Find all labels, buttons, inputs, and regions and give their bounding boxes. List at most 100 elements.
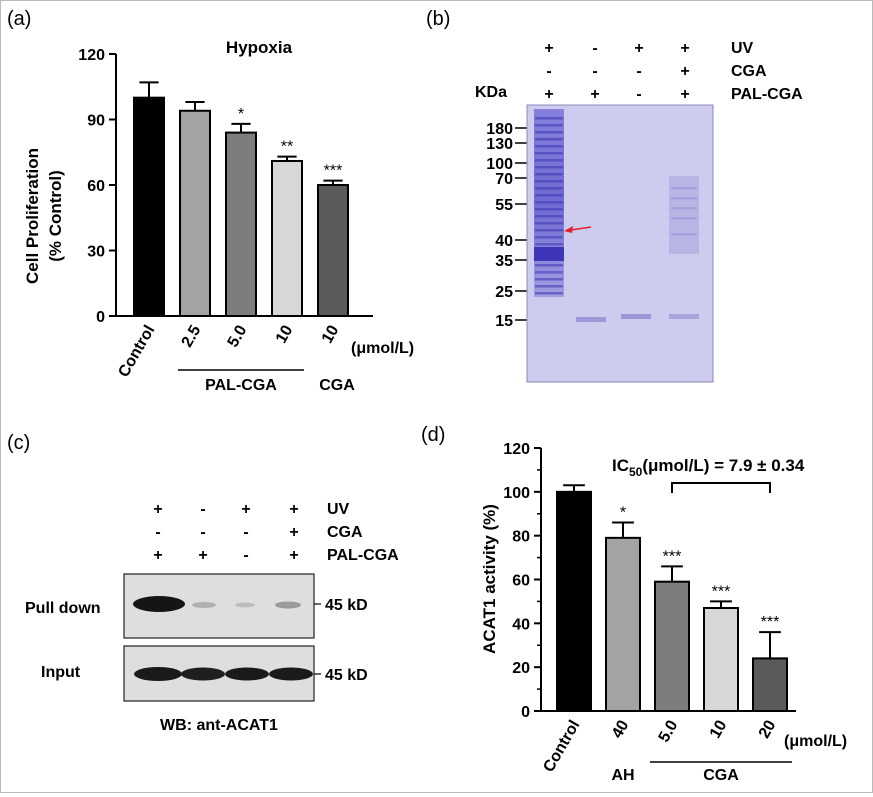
ic50-rest: (μmol/L) = 7.9 ± 0.34 bbox=[642, 456, 804, 475]
y-tick-label: 30 bbox=[87, 244, 105, 261]
significance-label: *** bbox=[324, 163, 343, 180]
blot-pulldown-band-1 bbox=[133, 596, 185, 612]
gel-ladder-band bbox=[535, 124, 563, 127]
chart-a-ylabel: Cell Proliferation (% Control) bbox=[23, 148, 65, 284]
condition-sign: + bbox=[680, 86, 689, 103]
condition-label: PAL-CGA bbox=[731, 86, 803, 103]
gel-ladder-band bbox=[535, 138, 563, 141]
condition-sign: + bbox=[590, 86, 599, 103]
gel-marker-label: 180 bbox=[486, 121, 513, 138]
gel-marker-label: 15 bbox=[495, 313, 513, 330]
x-tick-label: Control bbox=[115, 323, 158, 381]
gel-marker-label: 70 bbox=[495, 171, 513, 188]
gel-marker-label: 40 bbox=[495, 233, 513, 250]
condition-sign: + bbox=[544, 40, 553, 57]
blot-input-label: Input bbox=[41, 664, 81, 681]
condition-sign: - bbox=[636, 63, 641, 80]
x-unit-label: (μmol/L) bbox=[784, 733, 847, 750]
x-tick-label: 2.5 bbox=[179, 322, 205, 350]
gel-ladder-band bbox=[535, 271, 563, 274]
blot-pull-down-label: Pull down bbox=[25, 600, 101, 617]
condition-sign: - bbox=[243, 547, 248, 564]
gel-ladder-band bbox=[535, 166, 563, 169]
y-tick-label: 60 bbox=[87, 178, 105, 195]
condition-sign: - bbox=[243, 524, 248, 541]
gel-ladder-band bbox=[535, 117, 563, 120]
condition-sign: + bbox=[634, 40, 643, 57]
x-tick-label: Control bbox=[540, 718, 583, 776]
gel-marker-label: 55 bbox=[495, 197, 513, 214]
condition-sign: - bbox=[636, 86, 641, 103]
bar bbox=[271, 159, 303, 317]
gel-lane-3-band-15 bbox=[621, 314, 651, 319]
significance-label: *** bbox=[712, 583, 731, 600]
gel-ladder-band bbox=[535, 152, 563, 155]
blot-bands bbox=[133, 596, 313, 681]
x-unit-label: (μmol/L) bbox=[351, 340, 414, 357]
gel-lane-4-smear bbox=[669, 176, 699, 254]
panel-label-c: (c) bbox=[7, 432, 30, 454]
y-tick-label: 0 bbox=[96, 309, 105, 326]
y-tick-label: 90 bbox=[87, 113, 105, 130]
condition-sign: - bbox=[200, 524, 205, 541]
chart-a-title: Hypoxia bbox=[226, 38, 293, 57]
x-tick-label: 20 bbox=[756, 717, 780, 741]
significance-label: *** bbox=[663, 548, 682, 565]
bar bbox=[605, 536, 641, 712]
gel-lane-2-band-15 bbox=[576, 317, 606, 322]
ic50-main: IC bbox=[612, 456, 629, 475]
gel-marker-label: 100 bbox=[486, 156, 513, 173]
chart-d-ylabel: ACAT1 activity (%) bbox=[480, 504, 499, 654]
y-tick-label: 100 bbox=[503, 485, 530, 502]
condition-label: CGA bbox=[327, 524, 363, 541]
gel-lane-4-band-15 bbox=[669, 314, 699, 319]
gel-ladder-band bbox=[535, 278, 563, 281]
x-tick-label: 10 bbox=[707, 717, 731, 741]
gel-ladder-band bbox=[535, 215, 563, 218]
condition-sign: + bbox=[289, 501, 298, 518]
bar bbox=[317, 184, 349, 317]
bar bbox=[225, 131, 257, 317]
condition-label: UV bbox=[731, 40, 754, 57]
blot-input-band-2 bbox=[181, 667, 225, 681]
gel-ladder-band bbox=[535, 222, 563, 225]
significance-label: ** bbox=[281, 139, 293, 156]
group-label: AH bbox=[611, 767, 634, 784]
condition-sign: + bbox=[153, 547, 162, 564]
y-tick-label: 40 bbox=[512, 616, 530, 633]
condition-sign: + bbox=[680, 40, 689, 57]
y-tick-label: 80 bbox=[512, 529, 530, 546]
gel-condition-table: + - + + UV - - - + CGA + + - + PAL-CGA bbox=[544, 40, 803, 103]
chart-a-ylabel-line1: Cell Proliferation bbox=[23, 148, 42, 284]
condition-sign: - bbox=[546, 63, 551, 80]
blot-pulldown-band-2 bbox=[192, 602, 216, 608]
gel-ladder-band bbox=[535, 131, 563, 134]
bar bbox=[133, 96, 165, 317]
condition-sign: + bbox=[153, 501, 162, 518]
condition-sign: - bbox=[592, 40, 597, 57]
condition-label: PAL-CGA bbox=[327, 547, 399, 564]
gel-marker-label: 35 bbox=[495, 253, 513, 270]
bar bbox=[752, 657, 788, 713]
condition-sign: - bbox=[592, 63, 597, 80]
x-tick-label: 10 bbox=[273, 322, 297, 346]
y-tick-label: 120 bbox=[503, 441, 530, 458]
panel-label-a: (a) bbox=[7, 8, 31, 30]
condition-sign: - bbox=[155, 524, 160, 541]
chart-d-annotation: IC50(μmol/L) = 7.9 ± 0.34 bbox=[612, 456, 805, 479]
x-tick-label: 10 bbox=[319, 322, 343, 346]
bar bbox=[703, 606, 739, 712]
y-tick-label: 20 bbox=[512, 660, 530, 677]
ic50-bracket bbox=[671, 482, 771, 493]
y-tick-label: 60 bbox=[512, 573, 530, 590]
gel-ladder-band bbox=[535, 264, 563, 267]
panel-label-d: (d) bbox=[421, 424, 445, 446]
x-tick-label: 40 bbox=[609, 717, 633, 741]
condition-label: CGA bbox=[731, 63, 767, 80]
blot-input-band-1 bbox=[134, 667, 182, 681]
gel-marker-label: 130 bbox=[486, 136, 513, 153]
bar bbox=[654, 580, 690, 712]
